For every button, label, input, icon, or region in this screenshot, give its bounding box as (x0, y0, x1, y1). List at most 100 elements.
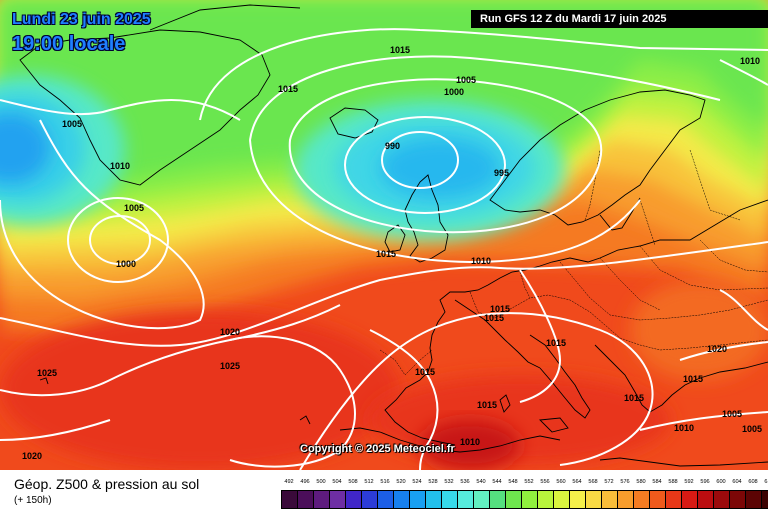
color-scale-label: 512 (364, 479, 374, 485)
isobar-label: 1015 (624, 393, 644, 403)
isobar-label: 1025 (37, 368, 57, 378)
color-scale-swatch (314, 491, 330, 508)
isobar-label: 1005 (722, 409, 742, 419)
color-scale-swatch (394, 491, 410, 508)
legend-title: Géop. Z500 & pression au sol (14, 476, 200, 492)
color-scale-swatch (682, 491, 698, 508)
color-scale-labels: 492 496 500 504 508 512 516 520 524 528 532 536 540 5… (281, 479, 768, 489)
color-scale-label: 556 (540, 479, 550, 485)
color-scale-label: 564 (572, 479, 582, 485)
color-scale-swatch (554, 491, 570, 508)
isobar-label: 1000 (116, 259, 136, 269)
color-scale-swatch (346, 491, 362, 508)
forecast-local-time: 19:00 locale (12, 33, 126, 55)
color-scale-label: 548 (508, 479, 518, 485)
color-scale-label: 492 (284, 479, 294, 485)
color-scale-swatch (602, 491, 618, 508)
color-scale-swatch (570, 491, 586, 508)
coastlines (19, 4, 768, 467)
color-scale-swatch (650, 491, 666, 508)
color-scale-swatch (634, 491, 650, 508)
isobar-label: 1015 (546, 338, 566, 348)
isobar-label: 1020 (22, 451, 42, 461)
color-scale-swatch (714, 491, 730, 508)
isobar-label: 1010 (460, 437, 480, 447)
isobar-label: 1000 (444, 87, 464, 97)
isobar-label: 1005 (742, 424, 762, 434)
isobar-label: 1020 (220, 327, 240, 337)
isobar-label: 1020 (707, 344, 727, 354)
isobar-label: 1010 (471, 256, 491, 266)
forecast-date: Lundi 23 juin 2025 (12, 11, 151, 28)
color-scale-swatch (698, 491, 714, 508)
isobar-label: 1015 (683, 374, 703, 384)
color-scale-swatch (490, 491, 506, 508)
isobar-label: 1015 (415, 367, 435, 377)
color-scale-label: 532 (444, 479, 454, 485)
color-scale-label: 568 (588, 479, 598, 485)
isobar-label: 1015 (490, 304, 510, 314)
color-scale-label: 540 (476, 479, 486, 485)
color-scale-label: 596 (700, 479, 710, 485)
color-scale-bar (281, 490, 768, 509)
color-scale-label: 608 (748, 479, 758, 485)
isobar-labels: 1015 1015 1005 1000 990 995 1005 1010 10… (22, 45, 762, 461)
color-scale-swatch (746, 491, 762, 508)
isobar-label: 995 (494, 168, 509, 178)
color-scale-label: 612 (764, 479, 768, 485)
model-run-info: Run GFS 12 Z du Mardi 17 juin 2025 (471, 10, 768, 28)
isobar-label: 1010 (674, 423, 694, 433)
isobar-label: 1010 (740, 56, 760, 66)
color-scale-label: 588 (668, 479, 678, 485)
legend-subtitle: (+ 150h) (14, 495, 52, 506)
isobar-label: 1005 (124, 203, 144, 213)
color-scale-label: 516 (380, 479, 390, 485)
color-scale-swatch (522, 491, 538, 508)
isobar-label: 1015 (484, 313, 504, 323)
geopotential-field (0, 0, 768, 470)
copyright-notice: Copyright © 2025 Meteociel.fr (300, 443, 455, 455)
color-scale-swatch (442, 491, 458, 508)
color-scale-swatch (362, 491, 378, 508)
color-scale-label: 584 (652, 479, 662, 485)
color-scale-swatch (506, 491, 522, 508)
color-scale-label: 580 (636, 479, 646, 485)
color-scale-label: 524 (412, 479, 422, 485)
isobar-label: 1005 (62, 119, 82, 129)
color-scale-swatch (282, 491, 298, 508)
color-scale-label: 600 (716, 479, 726, 485)
color-scale-swatch (618, 491, 634, 508)
isobar-label: 1015 (477, 400, 497, 410)
color-scale-label: 536 (460, 479, 470, 485)
color-scale-swatch (378, 491, 394, 508)
color-scale-label: 520 (396, 479, 406, 485)
color-scale-label: 552 (524, 479, 534, 485)
isobar-label: 1010 (110, 161, 130, 171)
color-scale-swatch (458, 491, 474, 508)
isobar-label: 1015 (376, 249, 396, 259)
color-scale-label: 500 (316, 479, 326, 485)
color-scale-label: 576 (620, 479, 630, 485)
color-scale-swatch (762, 491, 768, 508)
color-scale-label: 496 (300, 479, 310, 485)
isobar-label: 1025 (220, 361, 240, 371)
isobar-label: 1015 (278, 84, 298, 94)
color-scale-swatch (410, 491, 426, 508)
color-scale-swatch (298, 491, 314, 508)
color-scale-label: 508 (348, 479, 358, 485)
color-scale-label: 604 (732, 479, 742, 485)
color-scale-label: 560 (556, 479, 566, 485)
color-scale-label: 592 (684, 479, 694, 485)
color-scale-swatch (586, 491, 602, 508)
color-scale-swatch (330, 491, 346, 508)
color-scale-label: 504 (332, 479, 342, 485)
isobar-label: 990 (385, 141, 400, 151)
color-scale-swatch (538, 491, 554, 508)
isobars (0, 28, 768, 470)
color-scale-label: 572 (604, 479, 614, 485)
color-scale-swatch (426, 491, 442, 508)
color-scale-swatch (666, 491, 682, 508)
forecast-map: 1015 1015 1005 1000 990 995 1005 1010 10… (0, 0, 768, 470)
color-scale-swatch (730, 491, 746, 508)
